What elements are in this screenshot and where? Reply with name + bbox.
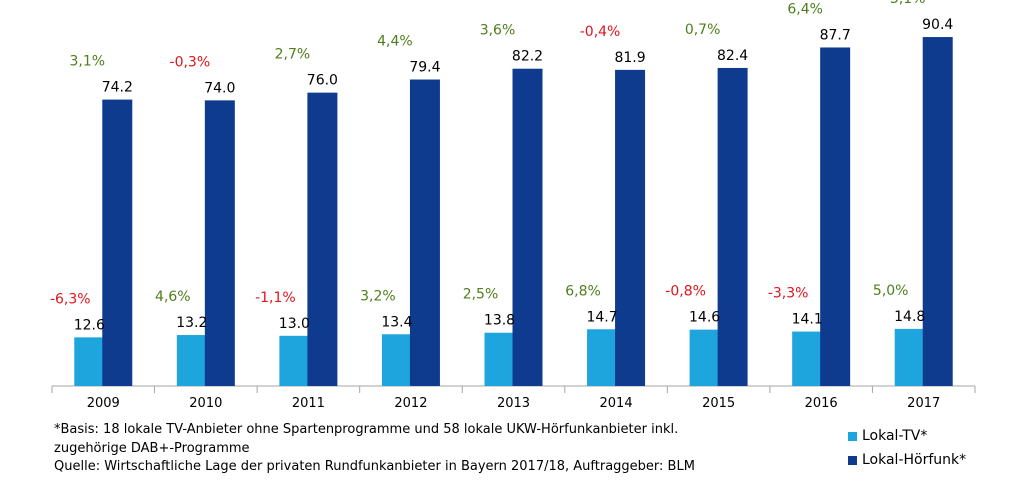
bar-lokal-hoerfunk — [820, 47, 851, 387]
x-tick-label: 2012 — [394, 396, 427, 411]
change-label: 3,2% — [360, 288, 396, 304]
data-label: 82.4 — [717, 48, 748, 64]
change-label: -0,3% — [170, 54, 211, 70]
data-label: 13.8 — [484, 313, 515, 329]
data-label: 13.2 — [176, 315, 207, 331]
change-label: 3,1% — [890, 0, 926, 7]
data-label: 12.6 — [74, 317, 105, 333]
bar-lokal-tv — [74, 337, 105, 386]
data-label: 87.7 — [820, 27, 851, 43]
bar-lokal-tv — [176, 335, 207, 386]
x-tick-label: 2010 — [189, 396, 222, 411]
data-label: 76.0 — [307, 73, 338, 89]
bar-lokal-tv — [381, 334, 412, 386]
data-label: 14.6 — [689, 310, 720, 326]
bar-lokal-hoerfunk — [409, 79, 440, 387]
change-label: 0,7% — [685, 22, 721, 38]
bar-lokal-tv — [587, 329, 618, 386]
bar-lokal-tv — [689, 329, 720, 386]
change-label: -6,3% — [50, 291, 91, 307]
data-label: 13.0 — [279, 316, 310, 332]
change-label: 2,7% — [275, 47, 311, 63]
x-tick-label: 2013 — [497, 396, 530, 411]
data-label: 13.4 — [381, 314, 412, 330]
change-label: 3,1% — [69, 54, 105, 70]
legend-item-lokal-hoerfunk: Lokal-Hörfunk* — [848, 449, 966, 471]
bar-lokal-hoerfunk — [307, 92, 338, 386]
x-tick-label: 2011 — [292, 396, 325, 411]
x-tick-label: 2015 — [702, 396, 735, 411]
bars-group — [74, 37, 953, 387]
change-label: 6,4% — [787, 1, 823, 17]
x-tick-label: 2014 — [600, 396, 633, 411]
bar-lokal-hoerfunk — [512, 68, 543, 386]
legend-label-lokal-tv: Lokal-TV* — [862, 428, 928, 444]
data-label: 14.8 — [894, 309, 925, 325]
bar-lokal-hoerfunk — [922, 37, 953, 386]
footnote-source: Quelle: Wirtschaftliche Lage der private… — [54, 459, 695, 474]
bar-lokal-hoerfunk — [615, 69, 646, 386]
change-label: 4,6% — [155, 289, 191, 305]
bar-lokal-tv — [279, 335, 310, 386]
change-label: 6,8% — [565, 283, 601, 299]
change-label: 4,4% — [377, 34, 413, 50]
bar-lokal-tv — [792, 331, 823, 386]
bar-lokal-hoerfunk — [204, 100, 235, 387]
legend-swatch-lokal-hoerfunk — [848, 455, 857, 465]
bar-lokal-hoerfunk — [102, 99, 133, 386]
legend-item-lokal-tv: Lokal-TV* — [848, 425, 966, 447]
footnote: *Basis: 18 lokale TV-Anbieter ohne Spart… — [54, 421, 695, 477]
change-label: 2,5% — [463, 287, 499, 303]
data-label: 74.2 — [102, 80, 133, 96]
bar-lokal-hoerfunk — [717, 67, 748, 386]
legend-label-lokal-hoerfunk: Lokal-Hörfunk* — [862, 452, 967, 468]
change-label: 5,0% — [873, 283, 909, 299]
x-tick-label: 2017 — [907, 396, 940, 411]
change-label: 3,6% — [480, 23, 516, 39]
bar-lokal-tv — [484, 332, 515, 386]
labels-group: 2009 12.6 -6,3% 74.2 3,1% 2010 13.2 4,6% 74.0 -0,… — [50, 0, 953, 411]
x-tick-label: 2016 — [805, 396, 838, 411]
bar-chart: 2009 12.6 -6,3% 74.2 3,1% 2010 13.2 4,6% 74.0 -0,… — [50, 0, 976, 411]
data-label: 81.9 — [614, 50, 645, 66]
data-label: 14.7 — [586, 309, 617, 325]
x-axis — [51, 385, 976, 393]
x-tick-label: 2009 — [87, 396, 120, 411]
legend: Lokal-TV* Lokal-Hörfunk* — [848, 425, 966, 473]
change-label: -3,3% — [768, 286, 809, 302]
footnote-basis-cont: zugehörige DAB+-Programme — [54, 440, 250, 456]
data-label: 90.4 — [922, 17, 953, 33]
data-label: 74.0 — [204, 80, 235, 96]
data-label: 82.2 — [512, 49, 543, 65]
legend-swatch-lokal-tv — [848, 431, 857, 441]
change-label: -1,1% — [255, 290, 296, 306]
change-label: -0,8% — [665, 284, 706, 300]
footnote-basis: *Basis: 18 lokale TV-Anbieter ohne Spart… — [54, 422, 679, 437]
data-label: 14.1 — [792, 312, 823, 328]
change-label: -0,4% — [580, 24, 621, 40]
bar-lokal-tv — [894, 328, 925, 386]
data-label: 79.4 — [409, 60, 440, 76]
